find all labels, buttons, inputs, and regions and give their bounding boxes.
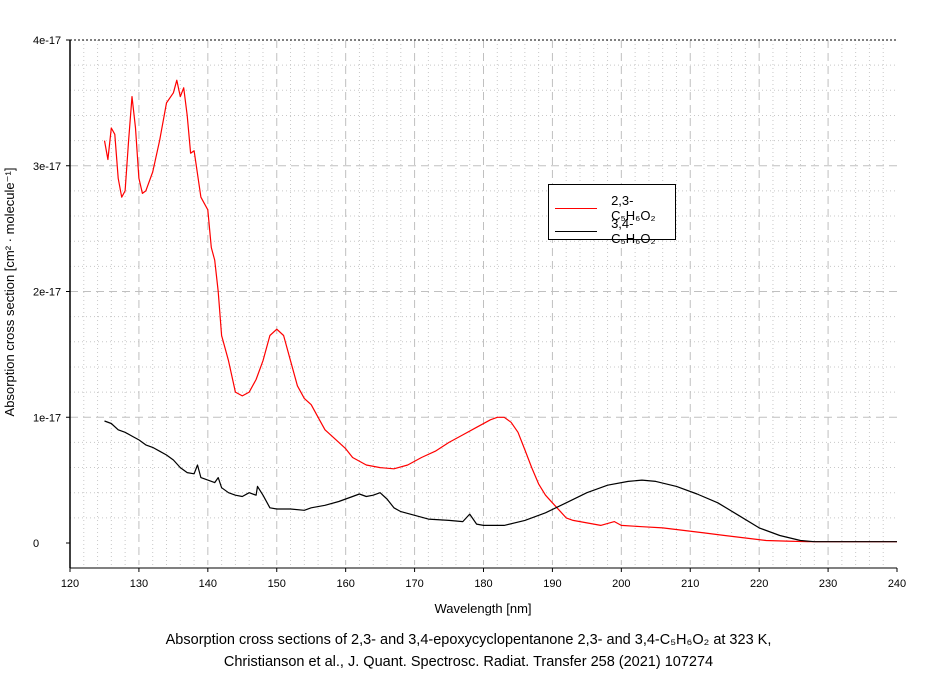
x-tick-label: 200 [612,578,630,590]
series-line-3-4-epoxycyclopentanone [104,420,897,543]
x-tick-label: 120 [61,578,79,590]
axes: 120 130 140 150 160 170 180 190 200 210 220 230 240 0… [33,35,906,590]
x-tick-label: 210 [681,578,699,590]
caption-line-1: Absorption cross sections of 2,3- and 3,… [165,632,772,648]
x-tick-label: 150 [268,578,286,590]
x-tick-label: 170 [405,578,423,590]
legend-label: 2,3-C₅H₆O₂ [611,193,656,223]
series-group [103,79,897,543]
y-axis-label: Absorption cross section [cm² · molecule… [2,168,17,417]
y-tick-label: 0 [33,538,39,550]
x-tick-label: 130 [130,578,148,590]
y-tick-label: 3e-17 [33,161,61,173]
y-tick-label: 1e-17 [33,412,61,424]
caption-line-2: Christianson et al., J. Quant. Spectrosc… [223,654,714,670]
y-tick-label: 4e-17 [33,35,61,47]
x-tick-label: 180 [474,578,492,590]
x-tick-label: 160 [336,578,354,590]
legend-swatch-black [555,230,598,232]
x-tick-label: 230 [819,578,837,590]
legend-label: 3,4-C₅H₆O₂ [611,216,656,246]
x-tick-label: 190 [543,578,561,590]
x-axis-label: Wavelength [nm] [434,601,531,616]
series-line-2-3-epoxycyclopentanone [103,79,897,543]
x-tick-label: 140 [199,578,217,590]
grid [70,40,897,565]
x-tick-label: 240 [888,578,906,590]
legend-swatch-red [555,207,598,209]
legend-item-3-4: 3,4-C₅H₆O₂ [555,216,675,246]
legend: 2,3-C₅H₆O₂ 3,4-C₅H₆O₂ [548,184,676,246]
x-tick-label: 220 [750,578,768,590]
y-tick-label: 2e-17 [33,287,61,299]
legend-item-2-3: 2,3-C₅H₆O₂ [555,193,675,223]
